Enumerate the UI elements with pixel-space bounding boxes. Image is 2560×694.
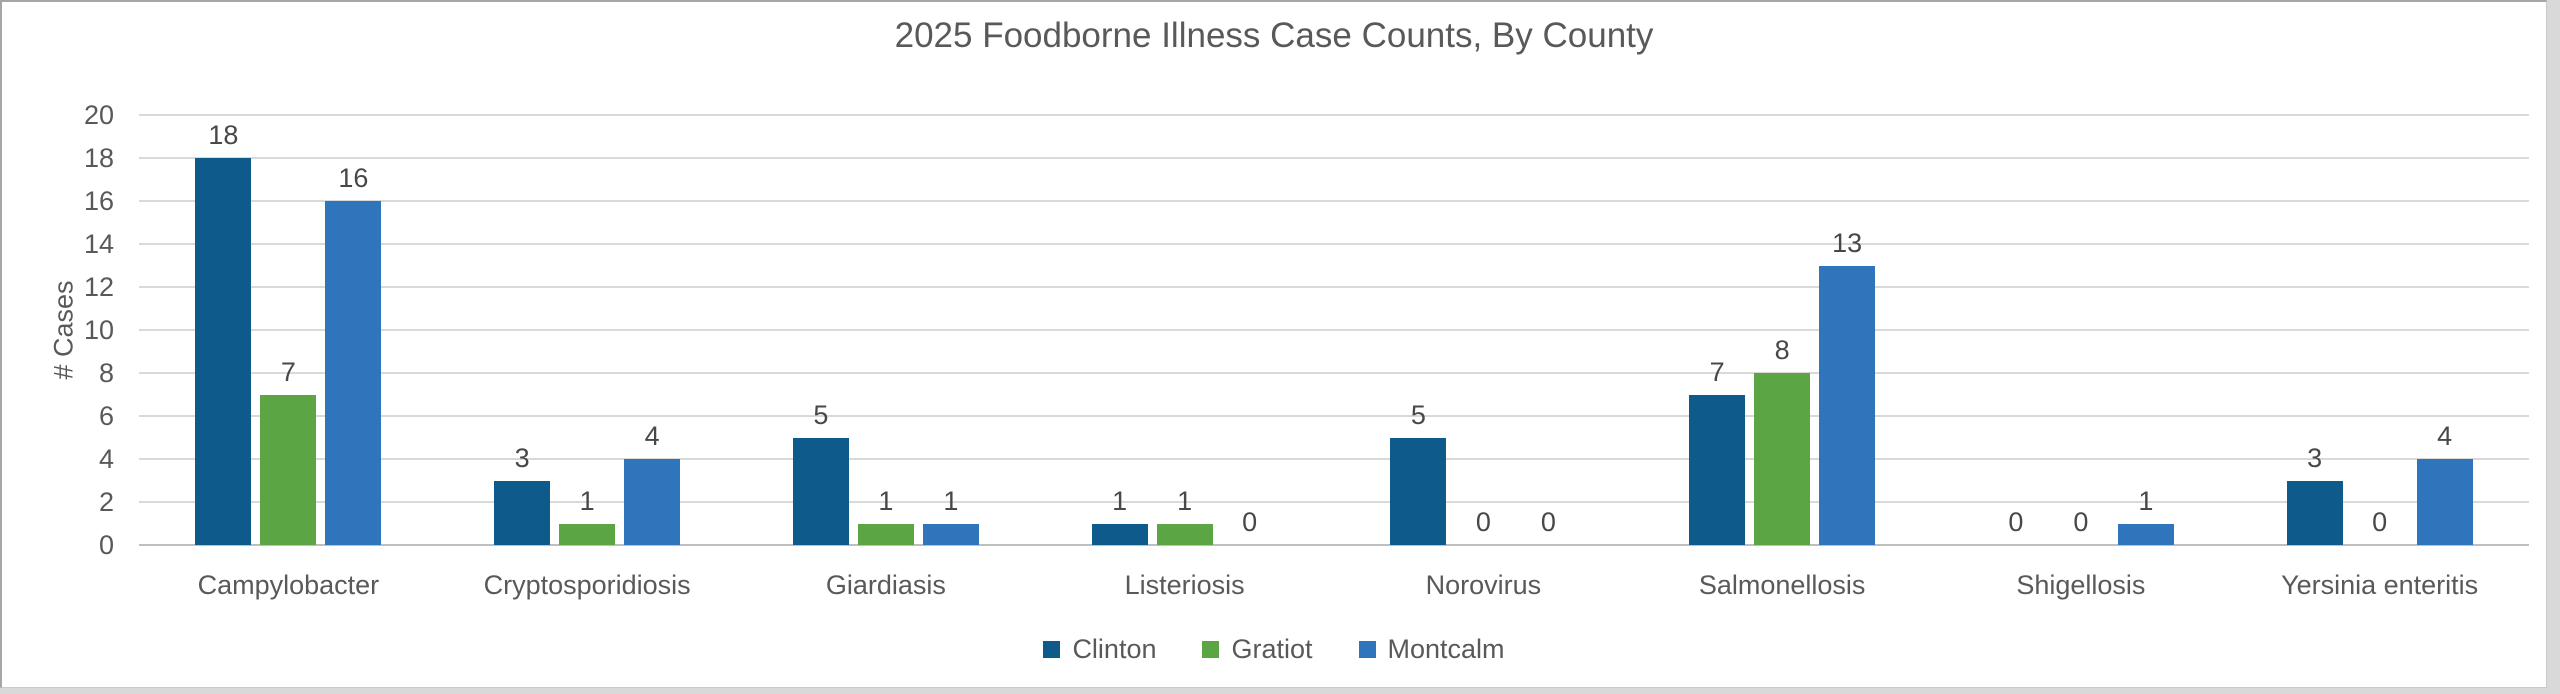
data-label: 1 xyxy=(878,485,894,516)
y-tick-label: 16 xyxy=(83,186,114,216)
data-label: 1 xyxy=(2138,485,2154,516)
y-tick-label: 20 xyxy=(83,100,114,130)
data-label: 18 xyxy=(208,120,239,150)
bar-gratiot-campylobacter xyxy=(260,394,317,545)
gridline xyxy=(139,114,2529,116)
legend-item-gratiot: Gratiot xyxy=(1202,634,1313,665)
bar-gratiot-listeriosis xyxy=(1156,523,1213,545)
legend: Clinton Gratiot Montcalm xyxy=(2,634,2546,665)
legend-label: Gratiot xyxy=(1231,634,1313,664)
x-axis-label: Norovirus xyxy=(1425,570,1542,600)
bar-clinton-giardiasis xyxy=(792,437,849,545)
data-label: 1 xyxy=(579,485,595,516)
x-axis-label: Listeriosis xyxy=(1124,570,1245,600)
y-tick-label: 6 xyxy=(98,401,114,431)
y-tick-label: 18 xyxy=(83,143,114,173)
data-label: 1 xyxy=(1177,485,1193,516)
gridline xyxy=(139,458,2529,460)
gridline xyxy=(139,501,2529,503)
legend-item-clinton: Clinton xyxy=(1043,634,1156,665)
data-label: 1 xyxy=(943,485,959,516)
gridline xyxy=(139,286,2529,288)
bar-clinton-listeriosis xyxy=(1091,523,1148,545)
data-label: 0 xyxy=(2372,507,2388,537)
bar-montcalm-cryptosporidiosis xyxy=(624,459,681,545)
legend-item-montcalm: Montcalm xyxy=(1358,634,1505,665)
chart-title: 2025 Foodborne Illness Case Counts, By C… xyxy=(894,16,1654,55)
data-label: 0 xyxy=(2008,507,2024,537)
bar-clinton-salmonellosis xyxy=(1689,394,1746,545)
gridline xyxy=(139,329,2529,331)
data-label: 1 xyxy=(1112,485,1128,516)
data-label: 7 xyxy=(280,356,296,387)
data-label: 8 xyxy=(1774,335,1790,365)
gridline xyxy=(139,157,2529,159)
bar-gratiot-cryptosporidiosis xyxy=(559,523,616,545)
gridline xyxy=(139,243,2529,245)
x-axis-label: Salmonellosis xyxy=(1698,570,1866,600)
data-label: 3 xyxy=(2307,442,2323,473)
bar-montcalm-shigellosis xyxy=(2117,523,2174,545)
bar-clinton-norovirus xyxy=(1390,437,1447,545)
data-label: 3 xyxy=(514,442,530,473)
gridline xyxy=(139,200,2529,202)
bar-gratiot-salmonellosis xyxy=(1754,373,1811,545)
data-label: 5 xyxy=(813,399,829,430)
bar-clinton-cryptosporidiosis xyxy=(494,480,551,545)
data-label: 0 xyxy=(2073,507,2089,537)
bar-gratiot-giardiasis xyxy=(857,523,914,545)
data-label: 0 xyxy=(1242,507,1258,537)
y-tick-label: 2 xyxy=(98,487,114,517)
bar-montcalm-salmonellosis xyxy=(1819,265,1876,545)
data-label: 0 xyxy=(1475,507,1491,537)
legend-label: Montcalm xyxy=(1387,634,1505,664)
legend-swatch-icon xyxy=(1202,641,1220,658)
bar-montcalm-campylobacter xyxy=(325,201,382,545)
x-axis-label: Campylobacter xyxy=(197,570,380,600)
legend-swatch-icon xyxy=(1358,641,1376,658)
x-axis-label: Shigellosis xyxy=(2016,570,2146,600)
x-axis-label: Yersinia enteritis xyxy=(2281,570,2479,600)
data-label: 13 xyxy=(1832,227,1863,258)
bar-clinton-campylobacter xyxy=(195,158,252,545)
y-tick-label: 10 xyxy=(83,315,114,345)
bar-clinton-yersinia-enteritis xyxy=(2286,480,2343,545)
data-label: 5 xyxy=(1410,399,1426,430)
data-label: 16 xyxy=(338,163,369,193)
y-tick-label: 14 xyxy=(83,229,114,259)
x-axis-label: Cryptosporidiosis xyxy=(483,570,691,600)
y-tick-label: 12 xyxy=(83,272,114,302)
y-tick-label: 0 xyxy=(98,530,114,560)
gridline xyxy=(139,415,2529,417)
bar-montcalm-giardiasis xyxy=(922,523,979,545)
legend-swatch-icon xyxy=(1043,641,1061,658)
x-axis-line xyxy=(139,544,2529,546)
data-label: 4 xyxy=(2437,421,2453,451)
gridline xyxy=(139,372,2529,374)
legend-label: Clinton xyxy=(1072,634,1157,664)
x-axis-label: Giardiasis xyxy=(825,570,946,600)
data-label: 0 xyxy=(1540,507,1556,537)
data-label: 4 xyxy=(644,421,660,451)
data-label: 7 xyxy=(1709,356,1725,387)
y-tick-label: 8 xyxy=(98,358,114,388)
bar-montcalm-yersinia-enteritis xyxy=(2416,459,2473,545)
y-tick-label: 4 xyxy=(98,444,114,474)
